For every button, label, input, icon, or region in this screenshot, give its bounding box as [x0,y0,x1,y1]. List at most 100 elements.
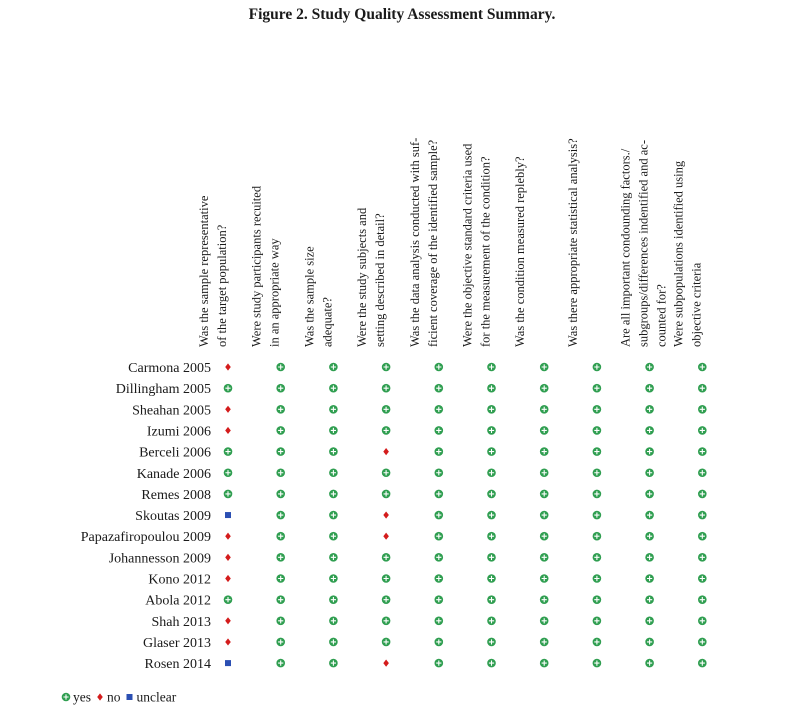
figure-title: Figure 2. Study Quality Assessment Summa… [249,6,556,23]
column-header: Was the sample size [302,246,316,347]
rating-yes [592,637,602,647]
yes-plus [436,660,442,666]
yes-plus [330,491,336,497]
yes-plus [541,470,547,476]
rating-yes [223,383,233,393]
study-name: Johannesson 2009 [109,551,211,566]
rating-yes [381,489,391,499]
rating-unclear [126,694,133,700]
rating-yes [539,468,549,478]
rating-yes [276,574,286,583]
yes-plus [436,449,442,455]
rating-yes [645,383,654,393]
yes-plus [488,470,495,476]
study-name: Skoutas 2009 [135,509,211,524]
rating-yes [329,510,338,520]
yes-plus [330,470,336,476]
rating-yes [698,553,707,562]
rating-no [225,553,231,561]
rating-yes [329,574,338,583]
rating-yes [487,489,496,499]
rating-yes [698,616,707,626]
rating-yes [381,616,391,626]
rating-yes [698,658,707,668]
rating-yes [329,405,338,414]
rating-yes [61,692,71,702]
rating-yes [592,426,602,435]
rating-unclear [225,512,231,519]
rating-yes [434,531,444,541]
study-name: Izumi 2006 [147,424,211,439]
rating-yes [434,658,444,668]
yes-plus [383,554,389,560]
rating-yes [329,362,338,372]
yes-plus [541,364,547,370]
yes-plus [647,639,653,645]
rating-yes [487,553,496,562]
yes-plus [699,618,705,624]
yes-plus [541,512,547,518]
yes-plus [699,512,705,518]
yes-plus [647,385,653,391]
yes-plus [541,597,547,603]
no-diamond [225,426,231,435]
yes-plus [541,660,547,666]
rating-yes [329,616,338,626]
yes-plus [225,470,231,476]
yes-plus [278,470,284,476]
yes-plus [278,406,284,412]
yes-plus [436,491,442,497]
no-diamond [225,638,231,646]
yes-plus [383,639,389,645]
rating-yes [592,489,602,499]
rating-no [383,659,389,667]
rating-yes [539,426,549,435]
rating-yes [276,405,286,414]
yes-plus [436,575,442,582]
rating-yes [223,595,233,604]
yes-plus [699,660,705,666]
yes-plus [488,491,495,497]
study-name: Shah 2013 [152,615,212,630]
study-name: Rosen 2014 [145,657,212,672]
yes-plus [383,491,389,497]
yes-plus [383,406,389,412]
yes-plus [488,597,495,603]
rating-yes [434,489,444,499]
unclear-square [225,512,231,519]
rating-yes [223,489,233,499]
yes-plus [330,364,336,370]
yes-plus [436,427,442,434]
column-header: Were the objective standard criteria use… [461,143,475,347]
rating-yes [487,383,496,393]
rating-yes [645,405,654,414]
yes-plus [278,385,284,391]
yes-plus [594,406,600,412]
no-diamond [383,659,389,667]
rating-yes [487,616,496,626]
yes-plus [278,364,284,370]
column-header: Was there appropriate statistical analys… [566,138,580,347]
rating-yes [223,468,233,478]
rating-yes [539,405,549,414]
yes-plus [488,639,495,645]
yes-plus [278,554,284,560]
yes-plus [488,427,495,434]
rating-yes [592,405,602,414]
rating-yes [434,362,444,372]
rating-yes [276,489,286,499]
rating-yes [539,531,549,541]
yes-plus [647,427,653,434]
yes-plus [330,660,336,666]
yes-plus [699,364,705,370]
yes-plus [488,385,495,391]
yes-plus [488,449,495,455]
rating-yes [592,658,602,668]
column-header: Are all important condounding factors./ [619,148,633,347]
rating-yes [434,574,444,583]
yes-plus [330,406,336,412]
rating-no [383,511,389,519]
yes-plus [541,406,547,412]
rating-yes [329,658,338,668]
yes-plus [647,512,653,518]
